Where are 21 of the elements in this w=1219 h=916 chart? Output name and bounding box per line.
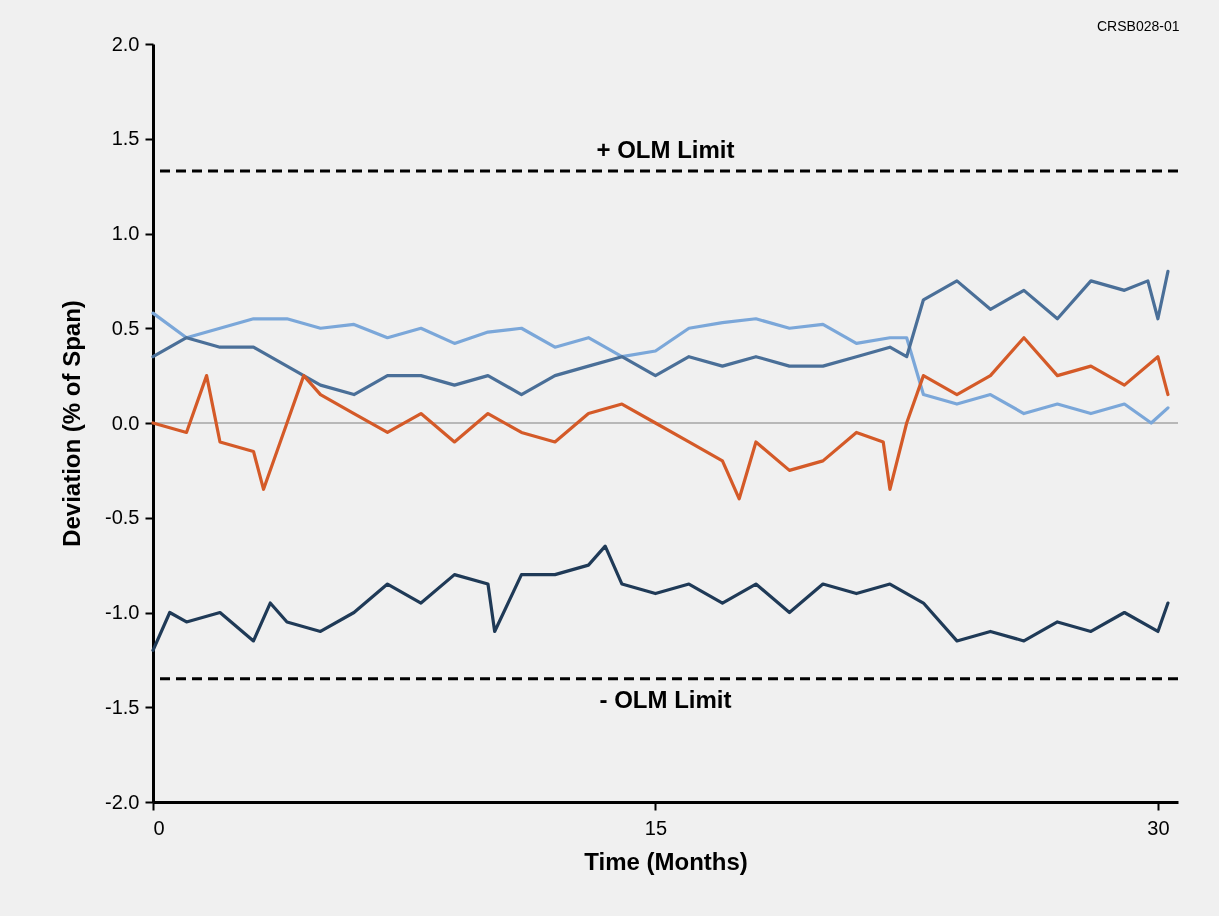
x-axis-title: Time (Months): [584, 847, 748, 875]
y-axis-title: Deviation (% of Span): [58, 300, 86, 547]
y-tick-label: 0.0: [111, 411, 140, 434]
y-tick-label: 0.5: [111, 316, 140, 339]
line-series: [151, 269, 1170, 397]
y-tick-label: 1.0: [111, 222, 140, 244]
y-tick-label: 2.0: [111, 32, 140, 55]
y-tick-label: -0.5: [105, 506, 140, 529]
line-series: [151, 544, 1170, 652]
ref-line-label: + OLM Limit: [596, 135, 735, 163]
x-tick-label: 30: [1147, 816, 1170, 839]
ref-line-label: - OLM Limit: [599, 685, 732, 713]
line-series: [151, 311, 1170, 425]
text: CRSB028-01: [1097, 18, 1180, 34]
x-tick-label: 15: [644, 816, 668, 839]
y-tick-label: -2.0: [105, 790, 140, 813]
x-tick-label: 0: [153, 816, 165, 839]
y-tick-label: 1.5: [111, 127, 140, 150]
line-series: [151, 336, 1170, 501]
y-tick-label: -1.0: [105, 601, 140, 623]
y-tick-label: -1.5: [105, 695, 140, 718]
